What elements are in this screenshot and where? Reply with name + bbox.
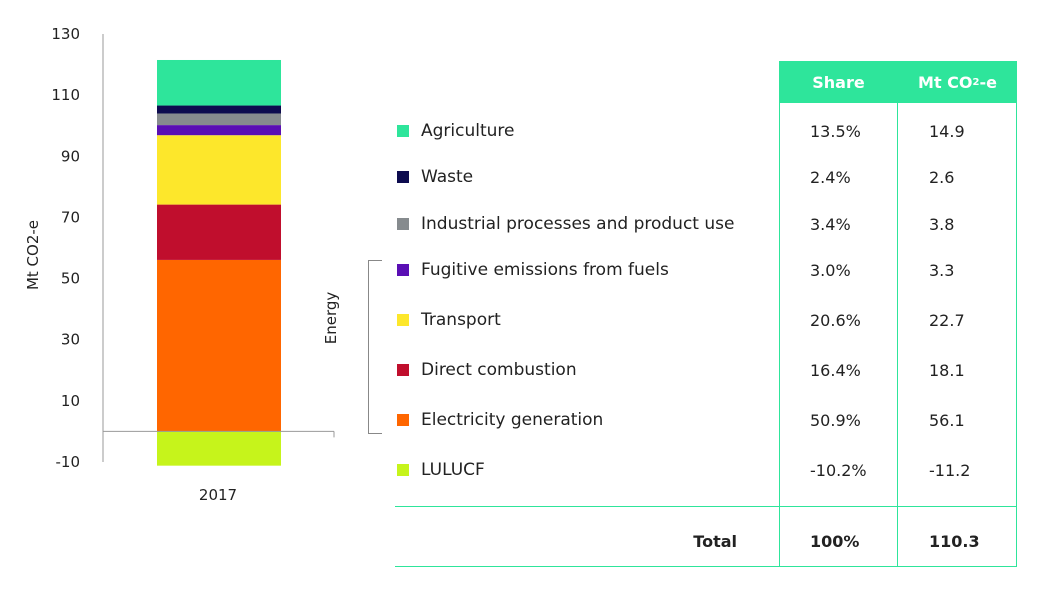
legend-label: LULUCF [421,460,485,480]
y-tick-label: 90 [61,147,80,165]
share-value: 13.5% [810,121,861,141]
legend-swatch [397,171,409,183]
y-tick-label: 110 [51,86,80,104]
share-header: Share [780,61,897,103]
table-bottom-line [395,566,1017,567]
share-value: 2.4% [810,167,851,187]
legend-label: Agriculture [421,121,515,141]
legend-row: Direct combustion 16.4% 18.1 [395,347,1017,393]
energy-group-label: Energy [322,291,340,345]
legend-label: Industrial processes and product use [421,214,735,234]
total-separator [395,506,1017,507]
y-tick-label: 10 [61,392,80,410]
y-tick-label: -10 [56,453,81,471]
legend-swatch [397,464,409,476]
bar-segment [157,113,281,126]
mt-value: 56.1 [929,410,965,430]
column-divider-right [1016,61,1017,566]
legend-swatch [397,364,409,376]
legend-label: Waste [421,167,474,187]
mt-value: 22.7 [929,310,965,330]
bar-segment [157,431,281,466]
legend-label: Fugitive emissions from fuels [421,260,669,280]
column-divider-middle [897,61,898,566]
legend-swatch [397,414,409,426]
share-value: 3.0% [810,260,851,280]
column-divider-left [779,61,780,566]
y-axis-label: Mt CO2-e [24,220,42,290]
legend-label: Electricity generation [421,410,604,430]
legend-label: Direct combustion [421,360,577,380]
mt-value: 18.1 [929,360,965,380]
total-label: Total [693,531,737,551]
total-row: Total 100% 110.3 [395,516,1017,566]
legend-row: Electricity generation 50.9% 56.1 [395,397,1017,443]
share-value: 50.9% [810,410,861,430]
legend-swatch [397,264,409,276]
legend-row: Waste 2.4% 2.6 [395,154,1017,200]
legend-swatch [397,218,409,230]
bar-segment [157,135,281,205]
y-tick-label: 50 [61,270,80,288]
legend-swatch [397,314,409,326]
share-value: 20.6% [810,310,861,330]
stacked-bar-chart: -10 10 30 50 70 90 110 130 2017 Mt CO2-e [24,25,335,504]
legend-swatch [397,125,409,137]
y-axis-ticks: -10 10 30 50 70 90 110 130 [51,25,80,471]
mt-value: 3.8 [929,214,955,234]
share-value: 16.4% [810,360,861,380]
legend-row: Agriculture 13.5% 14.9 [395,108,1017,154]
x-tick-label: 2017 [199,486,237,504]
mt-header: Mt CO 2 -e [898,61,1017,103]
total-share: 100% [810,531,860,551]
mt-value: 2.6 [929,167,955,187]
energy-bracket [368,260,382,434]
bar-segment [157,125,281,136]
legend-row: LULUCF -10.2% -11.2 [395,447,1017,493]
bar-segments [157,59,281,466]
legend-row: Transport 20.6% 22.7 [395,297,1017,343]
y-tick-label: 30 [61,331,80,349]
mt-value: 3.3 [929,260,955,280]
bar-segment [157,204,281,260]
y-tick-label: 130 [51,25,80,43]
bar-segment [157,105,281,114]
share-value: -10.2% [810,460,867,480]
total-mt: 110.3 [929,531,980,551]
legend-row: Fugitive emissions from fuels 3.0% 3.3 [395,247,1017,293]
share-value: 3.4% [810,214,851,234]
legend-label: Transport [421,310,501,330]
bar-segment [157,259,281,432]
y-tick-label: 70 [61,208,80,226]
legend-row: Industrial processes and product use 3.4%… [395,201,1017,247]
bar-segment [157,59,281,106]
mt-value: -11.2 [929,460,971,480]
mt-value: 14.9 [929,121,965,141]
